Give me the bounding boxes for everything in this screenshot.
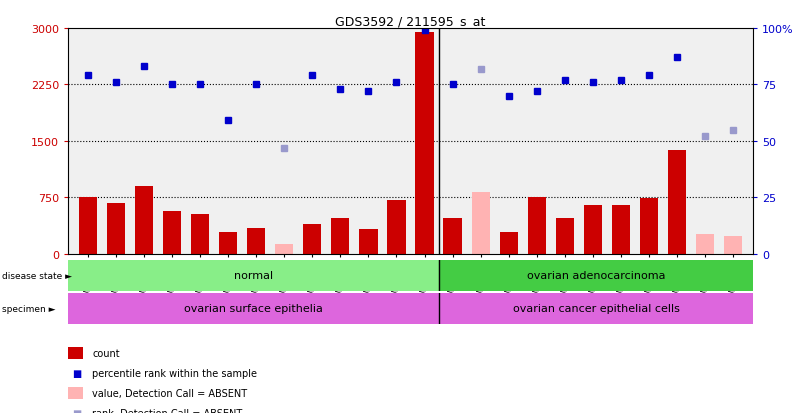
Bar: [528, 198, 546, 254]
Bar: [584, 206, 602, 254]
Bar: [724, 236, 743, 254]
Text: ovarian surface epithelia: ovarian surface epithelia: [184, 304, 323, 314]
Text: disease state ►: disease state ►: [2, 271, 71, 280]
Bar: [439, 260, 753, 291]
Bar: [500, 232, 518, 254]
Text: count: count: [92, 348, 119, 358]
Text: normal: normal: [234, 271, 273, 281]
Bar: [472, 192, 489, 254]
Text: value, Detection Call = ABSENT: value, Detection Call = ABSENT: [92, 388, 248, 398]
Bar: [68, 293, 439, 324]
Bar: [247, 228, 265, 254]
Text: ovarian adenocarcinoma: ovarian adenocarcinoma: [527, 271, 666, 281]
Bar: [388, 201, 405, 254]
Bar: [135, 187, 153, 254]
Text: ■: ■: [72, 368, 82, 378]
Bar: [68, 260, 439, 291]
Bar: [612, 206, 630, 254]
Text: ovarian cancer epithelial cells: ovarian cancer epithelial cells: [513, 304, 679, 314]
Title: GDS3592 / 211595_s_at: GDS3592 / 211595_s_at: [336, 15, 485, 28]
Bar: [191, 214, 209, 254]
Bar: [556, 218, 574, 254]
Bar: [640, 199, 658, 254]
Text: specimen ►: specimen ►: [2, 304, 55, 313]
Bar: [696, 235, 714, 254]
Bar: [360, 229, 377, 254]
Text: ■: ■: [72, 408, 82, 413]
Bar: [107, 204, 125, 254]
Bar: [78, 198, 97, 254]
Bar: [219, 232, 237, 254]
Bar: [332, 218, 349, 254]
Bar: [439, 293, 753, 324]
Bar: [444, 218, 461, 254]
Text: percentile rank within the sample: percentile rank within the sample: [92, 368, 257, 378]
Text: rank, Detection Call = ABSENT: rank, Detection Call = ABSENT: [92, 408, 243, 413]
Bar: [163, 211, 181, 254]
Bar: [303, 225, 321, 254]
Bar: [668, 150, 686, 254]
Bar: [416, 33, 433, 254]
Bar: [275, 244, 293, 254]
